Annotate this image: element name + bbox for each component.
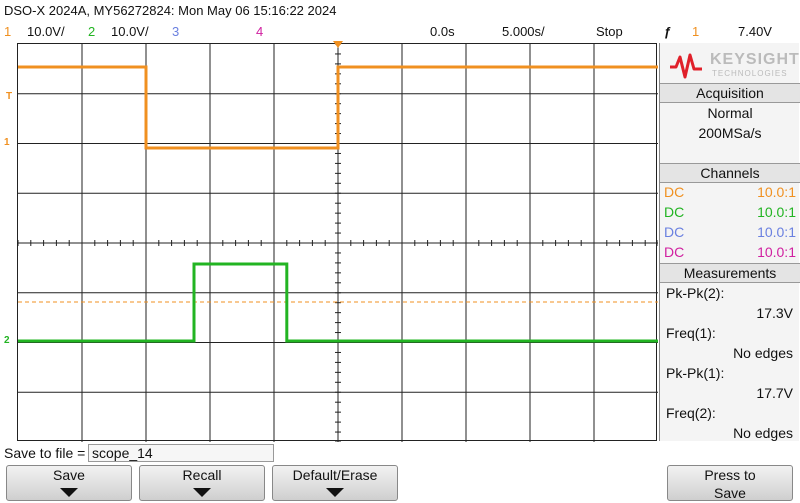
recall-softkey[interactable]: Recall: [139, 465, 265, 501]
arrow-down-icon: [60, 488, 78, 497]
channel-row-4[interactable]: DC 10.0:1: [664, 242, 796, 262]
measurement-label: Freq(1):: [666, 325, 716, 341]
info-side-panel: KEYSIGHT TECHNOLOGIES Acquisition Normal…: [659, 43, 800, 441]
ch3-number[interactable]: 3: [172, 24, 180, 39]
ch1-coupling: DC: [664, 184, 685, 200]
graticule: [18, 44, 658, 442]
ch4-coupling: DC: [664, 244, 685, 260]
time-scale[interactable]: 5.000s/: [502, 24, 545, 39]
ch4-number[interactable]: 4: [256, 24, 264, 39]
channel-row-1[interactable]: DC 10.0:1: [664, 182, 796, 202]
trigger-source[interactable]: 1: [692, 24, 700, 39]
status-bar: 1 10.0V/ 2 10.0V/ 3 4 0.0s 5.000s/ Stop …: [0, 22, 800, 42]
measurement-label: Freq(2):: [666, 405, 716, 421]
ch4-probe: 10.0:1: [757, 244, 796, 260]
instrument-title: DSO-X 2024A, MY56272824: Mon May 06 15:1…: [4, 3, 337, 18]
trigger-level[interactable]: 7.40V: [738, 24, 772, 39]
acquisition-header[interactable]: Acquisition: [660, 83, 800, 103]
ch2-coupling: DC: [664, 204, 685, 220]
save-to-file-label: Save to file =: [4, 445, 86, 461]
brand-name: KEYSIGHT: [710, 51, 800, 68]
title-bar: DSO-X 2024A, MY56272824: Mon May 06 15:1…: [0, 0, 800, 22]
ch2-probe: 10.0:1: [757, 204, 796, 220]
measurement-value: No edges: [733, 425, 793, 441]
channel-row-2[interactable]: DC 10.0:1: [664, 202, 796, 222]
ch2-number[interactable]: 2: [88, 24, 96, 39]
trigger-position-marker[interactable]: [333, 41, 343, 48]
run-state[interactable]: Stop: [596, 24, 623, 39]
ch2-waveform: [18, 262, 658, 343]
measurements-header[interactable]: Measurements: [660, 263, 800, 283]
measurement-value: No edges: [733, 345, 793, 361]
measurement-label: Pk-Pk(2):: [666, 285, 725, 301]
ch2-scale[interactable]: 10.0V/: [111, 24, 149, 39]
ch1-number[interactable]: 1: [4, 24, 12, 39]
trigger-edge-icon: ƒ: [664, 24, 672, 39]
brand-sub: TECHNOLOGIES: [712, 69, 788, 78]
waveform-display[interactable]: [17, 43, 658, 442]
press-to-save-line1: Press to: [704, 467, 756, 483]
default-erase-softkey-label: Default/Erase: [292, 467, 378, 483]
arrow-down-icon: [326, 488, 344, 497]
default-erase-softkey[interactable]: Default/Erase: [272, 465, 398, 501]
save-softkey[interactable]: Save: [6, 465, 132, 501]
measurement-value: 17.7V: [756, 385, 793, 401]
arrow-down-icon: [193, 488, 211, 497]
ch3-coupling: DC: [664, 224, 685, 240]
channels-header[interactable]: Channels: [660, 163, 800, 183]
trigger-level-marker[interactable]: T: [6, 91, 13, 102]
acquisition-mode: Normal: [707, 105, 753, 121]
save-to-file-bar: Save to file = scope_14: [0, 443, 800, 463]
ch2-ground-marker[interactable]: 2: [4, 335, 10, 346]
time-position[interactable]: 0.0s: [430, 24, 455, 39]
ch1-probe: 10.0:1: [757, 184, 796, 200]
save-softkey-label: Save: [53, 467, 85, 483]
measurement-value: 17.3V: [756, 305, 793, 321]
measurement-label: Pk-Pk(1):: [666, 365, 725, 381]
keysight-logo: KEYSIGHT TECHNOLOGIES: [668, 49, 799, 83]
press-to-save-softkey[interactable]: Press to Save: [667, 465, 793, 501]
press-to-save-line2: Save: [714, 485, 746, 501]
recall-softkey-label: Recall: [182, 467, 222, 483]
ch1-ground-marker[interactable]: 1: [4, 137, 10, 148]
ch3-probe: 10.0:1: [757, 224, 796, 240]
channel-row-3[interactable]: DC 10.0:1: [664, 222, 796, 242]
sample-rate: 200MSa/s: [698, 125, 762, 141]
ch1-scale[interactable]: 10.0V/: [27, 24, 65, 39]
keysight-wave-icon: [670, 53, 702, 79]
filename-field[interactable]: scope_14: [88, 444, 274, 462]
ch1-waveform: [18, 65, 658, 150]
